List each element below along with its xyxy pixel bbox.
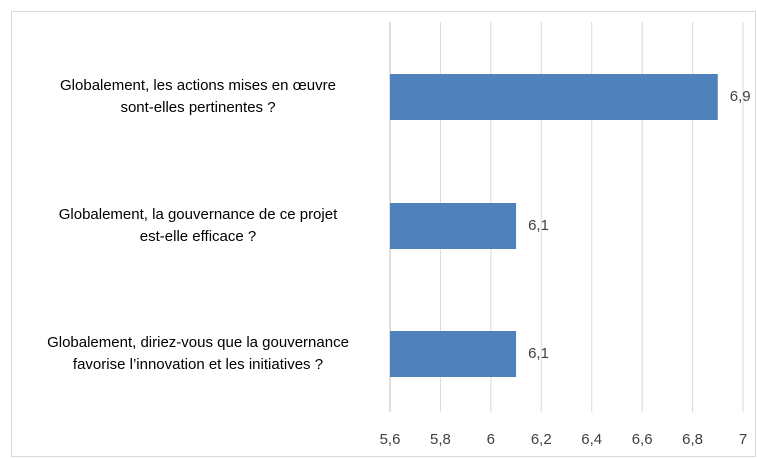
x-tick-label: 7 [739,431,747,448]
value-label: 6,1 [528,217,549,234]
x-tick-label: 6,2 [531,431,552,448]
bar [390,203,517,249]
x-tick-label: 5,6 [380,431,401,448]
value-label: 6,1 [528,345,549,362]
x-tick-label: 6,6 [632,431,653,448]
x-tick-label: 6,4 [581,431,602,448]
bar [390,74,718,120]
x-tick-label: 5,8 [430,431,451,448]
value-label: 6,9 [730,88,751,105]
category-label: Globalement, les actions mises en œuvre … [60,77,336,116]
x-tick-label: 6,8 [682,431,703,448]
bar [390,331,517,377]
category-label: Globalement, la gouvernance de ce projet… [58,206,338,245]
chart-border [11,11,756,457]
x-tick-label: 6 [487,431,495,448]
category-label: Globalement, diriez-vous que la gouverna… [47,334,349,373]
